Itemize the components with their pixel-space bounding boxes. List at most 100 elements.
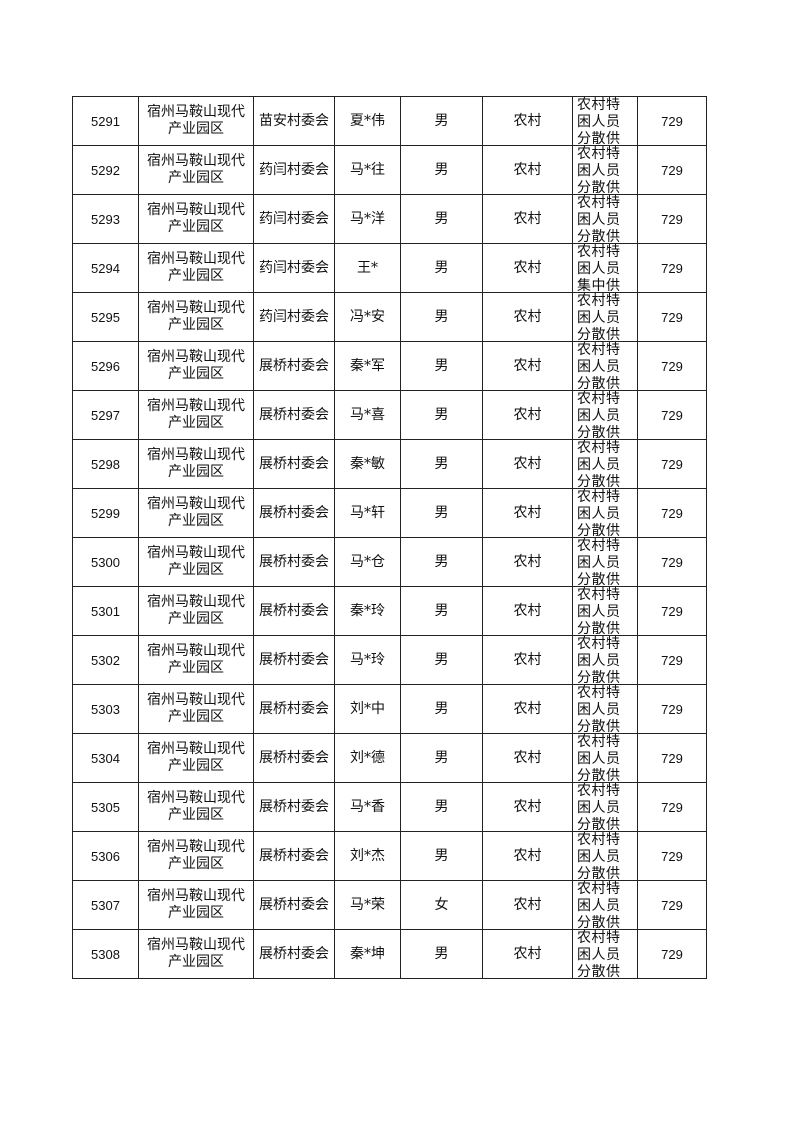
assistance-category-cell: 农村特困人员分散供养	[572, 733, 638, 783]
household-type: 农村	[513, 112, 542, 129]
gender-cell: 女	[400, 880, 483, 930]
assistance-category-cell: 农村特困人员分散供养	[572, 439, 638, 489]
area-name-cell: 宿州马鞍山现代产业园区	[138, 194, 254, 244]
area-name-cell: 宿州马鞍山现代产业园区	[138, 684, 254, 734]
amount-cell: 729	[637, 194, 707, 244]
village-name-cell: 展桥村委会	[253, 880, 335, 930]
assistance-category-cell: 农村特困人员分散供养	[572, 586, 638, 636]
village-name: 药闫村委会	[259, 308, 329, 325]
area-name: 宿州马鞍山现代产业园区	[147, 741, 245, 774]
village-name-cell: 药闫村委会	[253, 145, 335, 195]
gender: 男	[434, 210, 449, 227]
village-name-cell: 药闫村委会	[253, 243, 335, 293]
row-number-cell: 5301	[72, 586, 139, 636]
gender-cell: 男	[400, 292, 483, 342]
row-number: 5305	[91, 799, 120, 815]
gender: 男	[434, 406, 449, 423]
amount-cell: 729	[637, 929, 707, 979]
person-name: 马*仓	[350, 553, 385, 570]
row-number-cell: 5294	[72, 243, 139, 293]
amount-cell: 729	[637, 880, 707, 930]
household-type-cell: 农村	[482, 586, 573, 636]
area-name-cell: 宿州马鞍山现代产业园区	[138, 292, 254, 342]
row-number: 5304	[91, 750, 120, 766]
person-name-cell: 马*轩	[334, 488, 401, 538]
person-name-cell: 秦*敏	[334, 439, 401, 489]
household-type: 农村	[513, 406, 542, 423]
amount: 729	[661, 211, 683, 227]
gender: 男	[434, 749, 449, 766]
person-name-cell: 刘*德	[334, 733, 401, 783]
household-type-cell: 农村	[482, 145, 573, 195]
row-number: 5307	[91, 897, 120, 913]
assistance-category-cell: 农村特困人员分散供养	[572, 96, 638, 146]
area-name: 宿州马鞍山现代产业园区	[147, 447, 245, 480]
gender: 男	[434, 455, 449, 472]
household-type-cell: 农村	[482, 537, 573, 587]
gender-cell: 男	[400, 488, 483, 538]
household-type-cell: 农村	[482, 488, 573, 538]
assistance-category-cell: 农村特困人员分散供养	[572, 537, 638, 587]
person-name: 刘*杰	[350, 847, 385, 864]
village-name-cell: 展桥村委会	[253, 635, 335, 685]
assistance-category: 农村特困人员分散供养	[577, 636, 621, 684]
row-number-cell: 5298	[72, 439, 139, 489]
row-number: 5294	[91, 260, 120, 276]
household-type: 农村	[513, 700, 542, 717]
person-name-cell: 冯*安	[334, 292, 401, 342]
assistance-category: 农村特困人员分散供养	[577, 489, 621, 537]
area-name: 宿州马鞍山现代产业园区	[147, 643, 245, 676]
assistance-category: 农村特困人员分散供养	[577, 734, 621, 782]
village-name-cell: 展桥村委会	[253, 831, 335, 881]
assistance-category-cell: 农村特困人员分散供养	[572, 831, 638, 881]
person-name-cell: 马*香	[334, 782, 401, 832]
household-type-cell: 农村	[482, 439, 573, 489]
amount: 729	[661, 946, 683, 962]
person-name: 马*香	[350, 798, 385, 815]
person-name-cell: 刘*中	[334, 684, 401, 734]
assistance-category: 农村特困人员分散供养	[577, 195, 621, 243]
row-number-cell: 5293	[72, 194, 139, 244]
amount: 729	[661, 701, 683, 717]
household-type-cell: 农村	[482, 194, 573, 244]
village-name: 展桥村委会	[259, 749, 329, 766]
assistance-category-cell: 农村特困人员分散供养	[572, 194, 638, 244]
assistance-category: 农村特困人员分散供养	[577, 146, 621, 194]
area-name-cell: 宿州马鞍山现代产业园区	[138, 390, 254, 440]
person-name: 冯*安	[350, 308, 385, 325]
person-name: 马*往	[350, 161, 385, 178]
person-name: 秦*坤	[350, 945, 385, 962]
person-name: 刘*德	[350, 749, 385, 766]
assistance-category-cell: 农村特困人员分散供养	[572, 292, 638, 342]
village-name: 展桥村委会	[259, 504, 329, 521]
person-name: 夏*伟	[350, 112, 385, 129]
gender-cell: 男	[400, 782, 483, 832]
household-type: 农村	[513, 553, 542, 570]
household-type: 农村	[513, 651, 542, 668]
area-name-cell: 宿州马鞍山现代产业园区	[138, 341, 254, 391]
village-name-cell: 展桥村委会	[253, 390, 335, 440]
gender-cell: 男	[400, 243, 483, 293]
amount-cell: 729	[637, 684, 707, 734]
assistance-category-cell: 农村特困人员分散供养	[572, 929, 638, 979]
amount: 729	[661, 113, 683, 129]
amount-cell: 729	[637, 733, 707, 783]
person-name-cell: 马*玲	[334, 635, 401, 685]
gender: 女	[434, 896, 449, 913]
assistance-category-cell: 农村特困人员分散供养	[572, 488, 638, 538]
amount: 729	[661, 162, 683, 178]
person-name: 马*轩	[350, 504, 385, 521]
area-name-cell: 宿州马鞍山现代产业园区	[138, 145, 254, 195]
row-number: 5300	[91, 554, 120, 570]
amount: 729	[661, 652, 683, 668]
village-name: 药闫村委会	[259, 259, 329, 276]
household-type: 农村	[513, 210, 542, 227]
area-name-cell: 宿州马鞍山现代产业园区	[138, 439, 254, 489]
gender-cell: 男	[400, 96, 483, 146]
village-name: 展桥村委会	[259, 455, 329, 472]
village-name-cell: 展桥村委会	[253, 439, 335, 489]
amount: 729	[661, 897, 683, 913]
